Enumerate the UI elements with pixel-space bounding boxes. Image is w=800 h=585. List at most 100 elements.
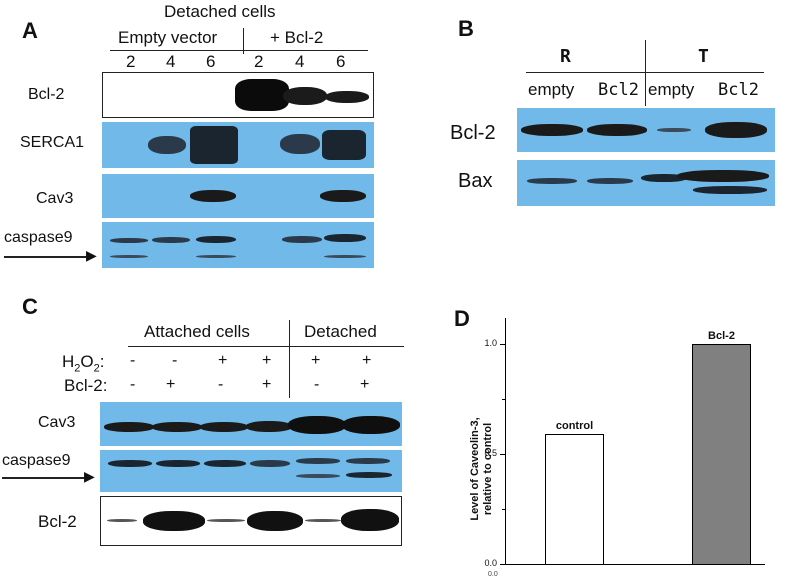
panel-c-blot-bcl2 bbox=[100, 496, 402, 546]
blot-band bbox=[693, 186, 767, 194]
panel-d-ylabel-line2: relative to control bbox=[482, 422, 494, 516]
blot-band bbox=[110, 255, 148, 258]
panel-b-group-divider bbox=[645, 40, 646, 106]
blot-band bbox=[296, 458, 340, 464]
panel-b-blot-bcl2 bbox=[517, 108, 775, 152]
panel-c-bcl2-5: - bbox=[314, 376, 320, 393]
panel-a-lane-5: 4 bbox=[295, 52, 305, 71]
blot-band bbox=[527, 178, 577, 184]
blot-band bbox=[235, 79, 289, 111]
panel-c-bcl2-3: - bbox=[218, 376, 224, 393]
panel-b-lane-1: empty bbox=[528, 80, 575, 99]
panel-d-ylabel-line1: Level of Caveolin-3, bbox=[469, 417, 481, 521]
panel-d-bar-label: control bbox=[555, 420, 594, 432]
blot-band bbox=[288, 416, 346, 434]
blot-band bbox=[346, 458, 390, 464]
panel-a-header: Detached cells bbox=[164, 2, 276, 21]
panel-a-row-bcl2: Bcl-2 bbox=[28, 86, 65, 103]
blot-band bbox=[705, 122, 767, 138]
blot-band bbox=[296, 474, 340, 478]
panel-c-arrow-shaft bbox=[2, 477, 90, 479]
blot-band bbox=[341, 509, 399, 531]
panel-c-h2o2-label: H2O2: bbox=[62, 352, 105, 375]
panel-b-lane-2: Bcl2 bbox=[598, 80, 639, 100]
panel-c-bcl2-1: - bbox=[130, 376, 136, 393]
panel-a-group-empty: Empty vector bbox=[118, 28, 218, 47]
panel-c-blot-cav3 bbox=[100, 402, 402, 446]
panel-a-lane-1: 2 bbox=[126, 52, 136, 71]
panel-a-group-underline bbox=[110, 50, 368, 51]
blot-band bbox=[196, 255, 236, 258]
panel-a-lane-6: 6 bbox=[336, 52, 346, 71]
arrow-right-icon: ▶ bbox=[84, 468, 95, 484]
panel-c-h2o2-1: - bbox=[130, 352, 136, 369]
blot-band bbox=[152, 422, 202, 432]
panel-c-row-cav3: Cav3 bbox=[38, 414, 76, 431]
panel-d-y-axis bbox=[505, 318, 506, 565]
panel-d-y-tick-label: 0.0 bbox=[484, 558, 497, 568]
blot-band bbox=[152, 237, 190, 243]
arrow-right-icon: ▶ bbox=[86, 247, 97, 263]
panel-d-y-tick-label: 0.5 bbox=[484, 448, 497, 458]
panel-c-label: C bbox=[22, 294, 38, 319]
panel-b-group-r: R bbox=[560, 46, 571, 67]
blot-band bbox=[196, 236, 236, 243]
panel-d-bar-label: Bcl-2 bbox=[708, 330, 735, 342]
panel-c-bcl2-label: Bcl-2: bbox=[64, 376, 108, 395]
blot-band bbox=[283, 87, 327, 105]
blot-band bbox=[342, 416, 400, 434]
panel-a-row-caspase9: caspase9 bbox=[4, 229, 73, 246]
panel-c-h2o2-4: + bbox=[262, 352, 272, 369]
panel-d-y-tick bbox=[500, 344, 505, 345]
panel-d-bar-control bbox=[545, 434, 604, 565]
panel-c-group-attached: Attached cells bbox=[144, 322, 250, 341]
panel-a-lane-3: 6 bbox=[206, 52, 216, 71]
panel-d-x-axis bbox=[505, 564, 765, 565]
panel-c-group-divider bbox=[289, 320, 290, 398]
blot-band bbox=[282, 236, 322, 243]
blot-band bbox=[346, 472, 392, 478]
panel-a-lane-2: 4 bbox=[166, 52, 176, 71]
blot-band bbox=[521, 124, 583, 136]
panel-d-y-tick-label: 1.0 bbox=[484, 338, 497, 348]
panel-c-h2o2-3: + bbox=[218, 352, 228, 369]
panel-b-row-bcl2: Bcl-2 bbox=[450, 122, 496, 144]
panel-d-y-minor-tick bbox=[502, 399, 505, 400]
blot-band bbox=[190, 126, 238, 164]
blot-band bbox=[190, 190, 236, 202]
blot-band bbox=[156, 460, 200, 467]
panel-a-row-cav3: Cav3 bbox=[36, 190, 74, 207]
blot-band bbox=[587, 124, 647, 136]
panel-a-arrow-shaft bbox=[4, 256, 92, 258]
blot-band bbox=[246, 421, 292, 432]
panel-b-lane-3: empty bbox=[648, 80, 695, 99]
panel-a-blot-cav3 bbox=[102, 174, 374, 218]
panel-b-blot-bax bbox=[517, 160, 775, 206]
panel-b-row-bax: Bax bbox=[458, 170, 493, 192]
blot-band bbox=[143, 511, 205, 531]
panel-c-bcl2-2: + bbox=[166, 376, 176, 393]
blot-band bbox=[204, 460, 246, 467]
blot-band bbox=[677, 170, 769, 182]
panel-c-group-detached: Detached bbox=[304, 322, 377, 341]
blot-band bbox=[322, 130, 366, 160]
blot-band bbox=[107, 519, 137, 522]
panel-c-blot-caspase9 bbox=[100, 450, 402, 492]
panel-a-blot-caspase9 bbox=[102, 222, 374, 268]
blot-band bbox=[641, 174, 687, 182]
panel-d-ylabel: Level of Caveolin-3, relative to control bbox=[469, 379, 495, 559]
blot-band bbox=[250, 460, 290, 467]
blot-band bbox=[110, 238, 148, 243]
panel-a-label: A bbox=[22, 18, 38, 43]
panel-b-lane-4: Bcl2 bbox=[718, 80, 759, 100]
blot-band bbox=[280, 134, 320, 154]
blot-band bbox=[108, 460, 152, 467]
blot-band bbox=[305, 519, 341, 522]
panel-c-row-bcl2: Bcl-2 bbox=[38, 512, 77, 531]
blot-band bbox=[104, 422, 154, 432]
blot-band bbox=[200, 422, 248, 432]
panel-a-lane-4: 2 bbox=[254, 52, 264, 71]
panel-b-label: B bbox=[458, 16, 474, 41]
panel-c-h2o2-5: + bbox=[311, 352, 321, 369]
panel-c-bcl2-6: + bbox=[360, 376, 370, 393]
